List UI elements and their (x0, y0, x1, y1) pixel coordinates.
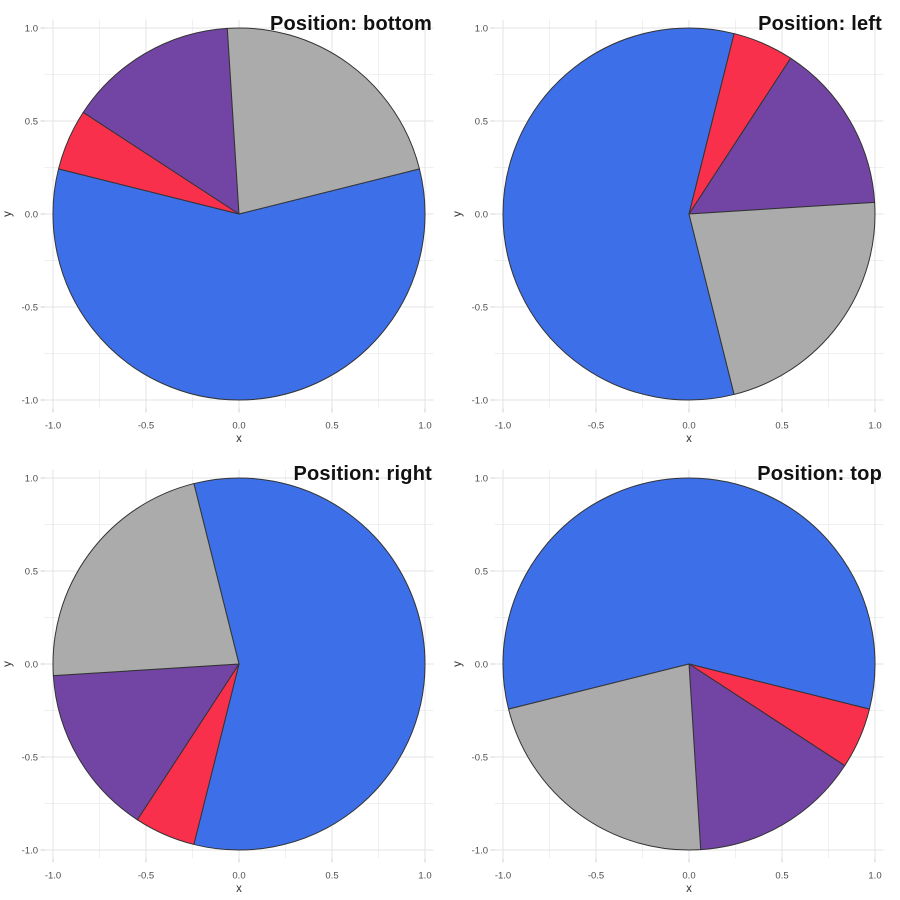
axis-tick-labels: -1.0 -0.5 0.0 0.5 1.0 -1.0 -0.5 0.0 0.5 1.0 (472, 473, 882, 881)
x-tick-label: 1.0 (418, 421, 431, 432)
panel-position-top: -1.0 -0.5 0.0 0.5 1.0 -1.0 -0.5 0.0 0.5 1.0 x y Pos… (450, 450, 900, 900)
y-tick-label: -1.0 (22, 395, 38, 406)
y-tick-label: 1.0 (475, 23, 488, 34)
tick-marks (490, 27, 876, 413)
pie (502, 27, 876, 401)
x-tick-label: -0.5 (138, 421, 154, 432)
pie-chart-right: -1.0 -0.5 0.0 0.5 1.0 -1.0 -0.5 0.0 0.5 1.0 x y (2, 469, 434, 895)
pie-slice-gray (508, 663, 702, 851)
tick-marks (40, 27, 426, 413)
x-tick-label: 0.5 (775, 871, 788, 882)
y-tick-label: 0.5 (475, 566, 488, 577)
panel-title: Position: top (757, 463, 882, 485)
y-tick-label: 1.0 (475, 473, 488, 484)
panel-position-bottom: -1.0 -0.5 0.0 0.5 1.0 -1.0 -0.5 0.0 0.5 1.0 x y Pos… (0, 0, 450, 450)
y-tick-label: 0.5 (25, 116, 38, 127)
pie-slice-blue (502, 27, 735, 401)
panel-title: Position: bottom (269, 13, 432, 35)
axis-tick-labels: -1.0 -0.5 0.0 0.5 1.0 -1.0 -0.5 0.0 0.5 1.0 (472, 23, 882, 431)
y-tick-label: -1.0 (22, 845, 38, 856)
y-tick-label: 0.0 (475, 209, 488, 220)
y-tick-label: -1.0 (472, 395, 488, 406)
x-tick-label: 0.0 (232, 871, 245, 882)
y-axis-label: y (2, 211, 14, 217)
x-tick-label: 0.0 (232, 421, 245, 432)
x-tick-label: -0.5 (588, 871, 604, 882)
x-tick-label: -1.0 (495, 421, 511, 432)
x-axis-label: x (236, 883, 242, 895)
pie-slice-purple (688, 663, 846, 851)
axis-tick-labels: -1.0 -0.5 0.0 0.5 1.0 -1.0 -0.5 0.0 0.5 1.0 (22, 473, 432, 881)
axis-tick-labels: -1.0 -0.5 0.0 0.5 1.0 -1.0 -0.5 0.0 0.5 1.0 (22, 23, 432, 431)
pie-slice-gray (226, 27, 420, 215)
pie (52, 477, 426, 851)
x-tick-label: 0.0 (682, 871, 695, 882)
x-tick-label: -1.0 (45, 871, 61, 882)
y-axis-label: y (452, 211, 464, 217)
pie-slice-blue (193, 477, 426, 851)
pie-slice-purple (688, 57, 876, 215)
y-tick-label: -0.5 (472, 752, 488, 763)
y-tick-label: 0.5 (25, 566, 38, 577)
y-tick-label: 0.0 (25, 659, 38, 670)
x-tick-label: -1.0 (45, 421, 61, 432)
y-tick-label: 0.5 (475, 116, 488, 127)
x-tick-label: 0.5 (775, 421, 788, 432)
tick-marks (490, 477, 876, 863)
pie-chart-top: -1.0 -0.5 0.0 0.5 1.0 -1.0 -0.5 0.0 0.5 1.0 x y (452, 469, 884, 895)
pie-slice-purple (82, 27, 240, 215)
x-tick-label: 0.5 (325, 421, 338, 432)
x-tick-label: -1.0 (495, 871, 511, 882)
x-tick-label: -0.5 (588, 421, 604, 432)
x-tick-label: 1.0 (868, 421, 881, 432)
x-tick-label: 1.0 (868, 871, 881, 882)
y-tick-label: 0.0 (25, 209, 38, 220)
panel-title: Position: right (293, 463, 432, 485)
x-tick-label: 1.0 (418, 871, 431, 882)
y-axis-label: y (452, 661, 464, 667)
pie-slice-gray (52, 483, 240, 677)
y-tick-label: 1.0 (25, 23, 38, 34)
panel-position-right: -1.0 -0.5 0.0 0.5 1.0 -1.0 -0.5 0.0 0.5 1.0 x y Pos… (0, 450, 450, 900)
pie-slice-blue (52, 168, 426, 401)
pie-slice-purple (52, 663, 240, 821)
pie-slice-blue (502, 477, 876, 710)
panel-title: Position: left (758, 13, 882, 35)
x-axis-label: x (236, 433, 242, 445)
y-tick-label: 0.0 (475, 659, 488, 670)
pie-chart-left: -1.0 -0.5 0.0 0.5 1.0 -1.0 -0.5 0.0 0.5 1.0 x y (452, 19, 884, 445)
pie (52, 27, 426, 401)
x-tick-label: -0.5 (138, 871, 154, 882)
x-axis-label: x (686, 433, 692, 445)
pie-chart-bottom: -1.0 -0.5 0.0 0.5 1.0 -1.0 -0.5 0.0 0.5 1.0 x y (2, 19, 434, 445)
pie (502, 477, 876, 851)
x-tick-label: 0.5 (325, 871, 338, 882)
tick-marks (40, 477, 426, 863)
y-tick-label: 1.0 (25, 473, 38, 484)
panel-position-left: -1.0 -0.5 0.0 0.5 1.0 -1.0 -0.5 0.0 0.5 1.0 x y Pos… (450, 0, 900, 450)
y-axis-label: y (2, 661, 14, 667)
y-tick-label: -0.5 (472, 302, 488, 313)
y-tick-label: -0.5 (22, 302, 38, 313)
y-tick-label: -0.5 (22, 752, 38, 763)
pie-slice-gray (688, 201, 876, 395)
x-tick-label: 0.0 (682, 421, 695, 432)
x-axis-label: x (686, 883, 692, 895)
y-tick-label: -1.0 (472, 845, 488, 856)
